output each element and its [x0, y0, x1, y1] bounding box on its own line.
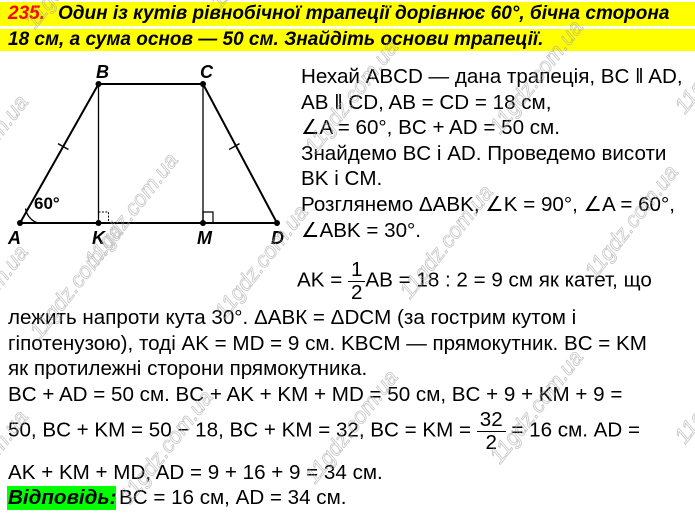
svg-text:C: C — [200, 62, 214, 82]
svg-text:K: K — [92, 228, 107, 248]
svg-text:60°: 60° — [34, 194, 60, 213]
svg-text:B: B — [96, 62, 109, 82]
svg-text:M: M — [197, 228, 213, 248]
svg-text:A: A — [7, 228, 21, 248]
svg-text:D: D — [271, 228, 284, 248]
